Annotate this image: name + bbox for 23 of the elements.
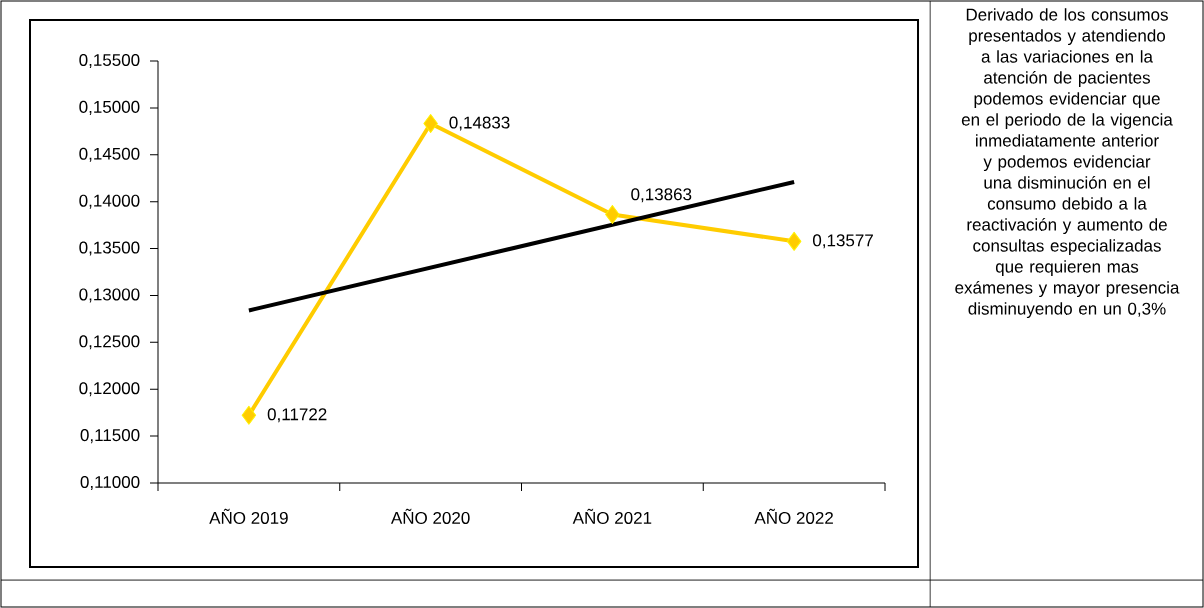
data-label: 0,14833 — [449, 116, 510, 131]
y-tick-label: 0,12500 — [79, 335, 140, 350]
x-tick-label: AÑO 2019 — [209, 508, 288, 524]
y-tick-label: 0,12000 — [79, 382, 140, 397]
point — [786, 231, 802, 251]
point — [241, 405, 257, 425]
x-tick-label: AÑO 2021 — [572, 508, 652, 524]
y-tick-label: 0,11500 — [80, 429, 140, 444]
y-tick-label: 0,15000 — [79, 100, 140, 115]
y-tick-label: 0,14000 — [79, 194, 140, 209]
text: Derivado de los consumos presentados y atendiendo a las variaciones en la atención de pacientes podemos evidenciar que en el periodo de la vigencia inmediatamente anterior y podemos evidenciar una disminución en el consumo debido a la reactivación y aumento de consultas especializadas que requieren mas exámenes y mayor presencia disminuyendo en un 0,3% — [955, 8, 1180, 319]
y-tick-label: 0,14500 — [79, 147, 140, 162]
data-label: 0,13863 — [631, 188, 692, 203]
data-label: 0,11722 — [267, 408, 327, 423]
y-tick-label: 0,11000 — [80, 475, 140, 491]
data-label: 0,13577 — [812, 234, 873, 249]
point — [423, 114, 438, 134]
x-tick-label: AÑO 2022 — [754, 508, 833, 524]
y-tick-label: 0,13500 — [79, 241, 140, 256]
point — [605, 205, 620, 225]
y-tick-label: 0,15500 — [79, 53, 140, 69]
y-tick-label: 0,13000 — [79, 288, 140, 303]
x-tick-label: AÑO 2020 — [390, 508, 470, 524]
